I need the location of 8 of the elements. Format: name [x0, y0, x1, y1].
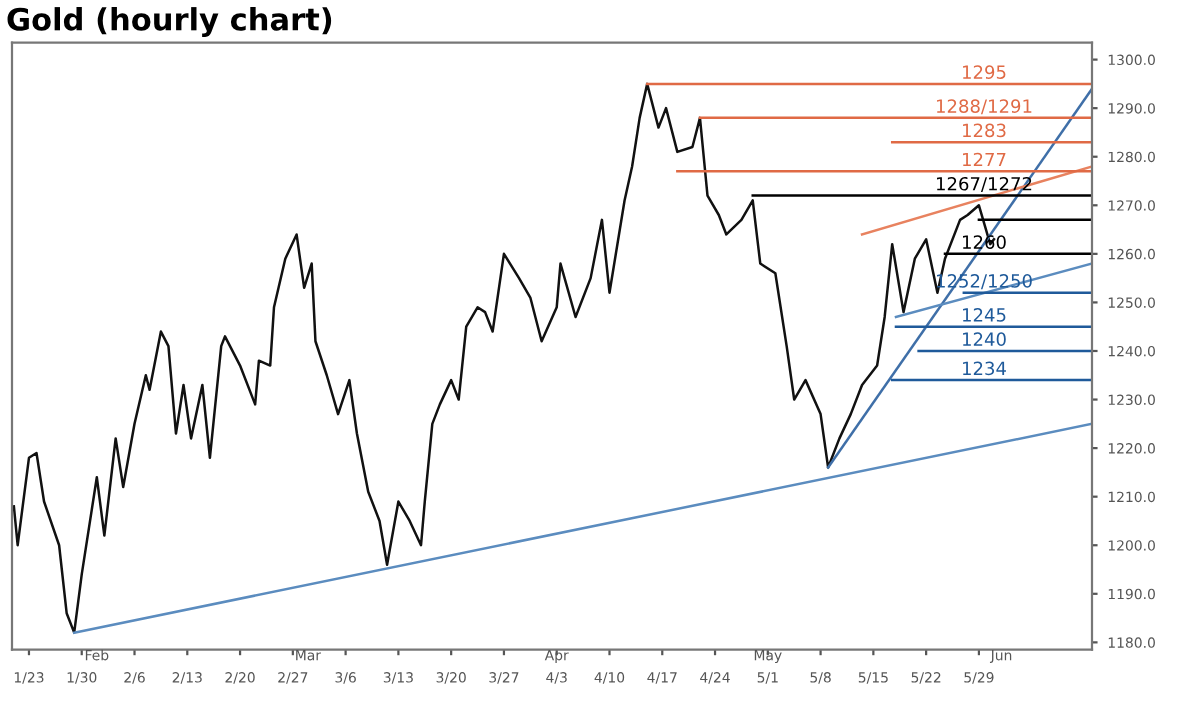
- chart-title: Gold (hourly chart): [7, 7, 332, 37]
- series-label: 1283: [963, 123, 1006, 138]
- series-label: 1295: [963, 65, 1006, 79]
- series-label: 1240: [963, 332, 1006, 347]
- series-label: 1234: [963, 361, 1006, 376]
- series-label: 1277: [963, 152, 1006, 167]
- series-label: 1288/1291: [936, 99, 1032, 115]
- series-label: 1245: [963, 308, 1006, 322]
